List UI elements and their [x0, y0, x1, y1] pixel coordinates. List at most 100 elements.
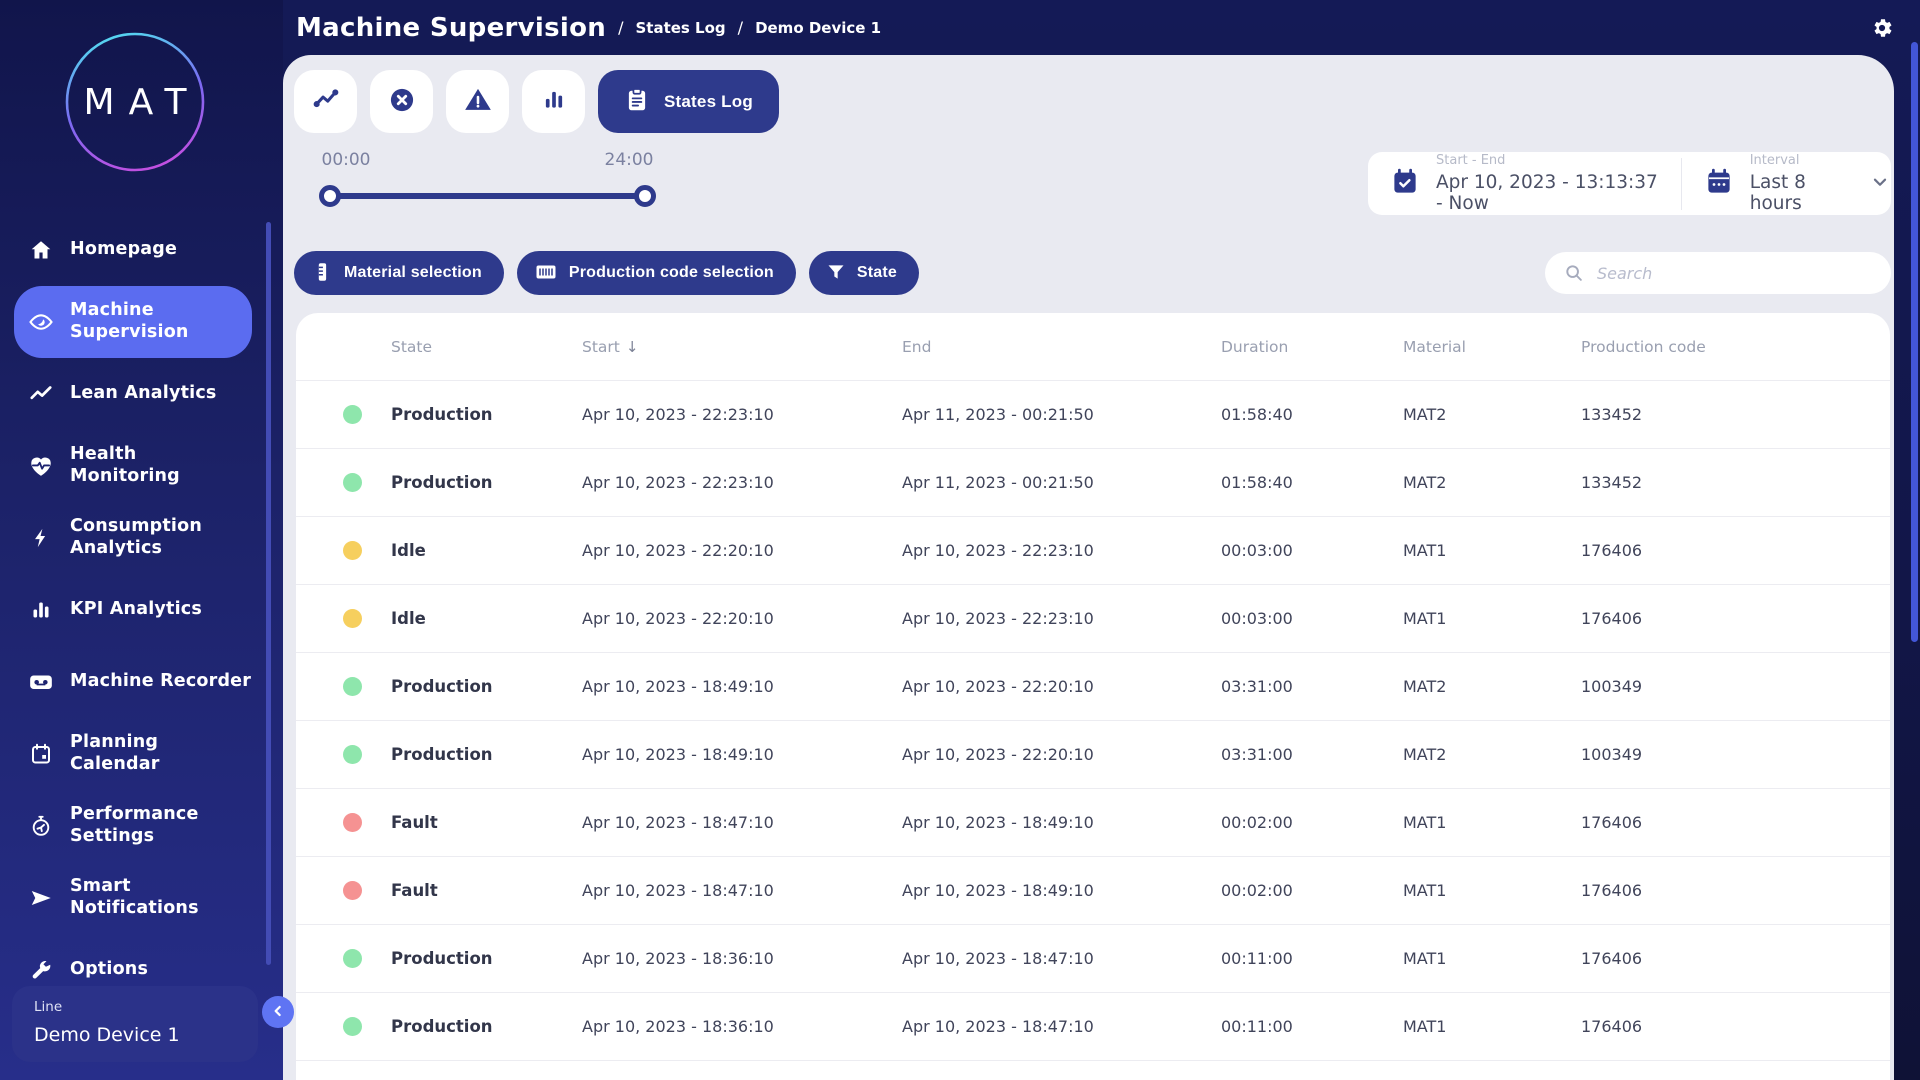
- gear-icon: [1870, 28, 1894, 43]
- device-card-value: Demo Device 1: [34, 1024, 258, 1046]
- cell-state: Idle: [391, 541, 582, 560]
- start-end-picker[interactable]: Start - End Apr 10, 2023 - 13:13:37 - No…: [1368, 153, 1663, 214]
- sidebar-scrollbar[interactable]: [266, 222, 271, 965]
- sidebar-item-homepage[interactable]: Homepage: [14, 214, 252, 286]
- chevron-down-icon: [1869, 171, 1891, 197]
- interval-picker[interactable]: Interval Last 8 hours: [1682, 153, 1891, 214]
- tab-kpi-view[interactable]: [522, 70, 585, 133]
- sidebar-item-consumption-analytics[interactable]: Consumption Analytics: [14, 502, 252, 574]
- sidebar-item-smart-notifications[interactable]: Smart Notifications: [14, 862, 252, 934]
- slider-handle-end[interactable]: [634, 185, 656, 207]
- table-row[interactable]: Production Apr 10, 2023 - 22:23:10 Apr 1…: [296, 449, 1890, 517]
- tab-states-log-label: States Log: [664, 92, 753, 112]
- cell-material: MAT2: [1403, 405, 1581, 424]
- tab-trend-view[interactable]: [294, 70, 357, 133]
- cell-end: Apr 11, 2023 - 00:21:50: [902, 405, 1221, 424]
- sidebar-item-planning-calendar[interactable]: Planning Calendar: [14, 718, 252, 790]
- tab-stops-view[interactable]: [370, 70, 433, 133]
- sidebar-item-label: Homepage: [70, 239, 177, 261]
- cell-start: Apr 10, 2023 - 22:20:10: [582, 609, 902, 628]
- cell-duration: 01:58:40: [1221, 473, 1403, 492]
- cell-code: 176406: [1581, 609, 1890, 628]
- sidebar-item-lean-analytics[interactable]: Lean Analytics: [14, 358, 252, 430]
- material-selection-label: Material selection: [344, 264, 482, 282]
- sidebar-item-machine-supervision[interactable]: Machine Supervision: [14, 286, 252, 358]
- search-input[interactable]: [1545, 252, 1891, 294]
- table-row[interactable]: Idle Apr 10, 2023 - 22:20:10 Apr 10, 202…: [296, 585, 1890, 653]
- table-row[interactable]: Idle Apr 10, 2023 - 22:20:10 Apr 10, 202…: [296, 517, 1890, 585]
- search-box: [1545, 252, 1891, 294]
- slider-start-label: 00:00: [311, 150, 381, 170]
- cell-state: Production: [391, 745, 582, 764]
- column-header-state[interactable]: State: [391, 338, 582, 356]
- sidebar-item-performance-settings[interactable]: Performance Settings: [14, 790, 252, 862]
- slider-handle-start[interactable]: [319, 185, 341, 207]
- table-row[interactable]: Production Apr 10, 2023 - 18:49:10 Apr 1…: [296, 721, 1890, 789]
- sidebar-item-label: Lean Analytics: [70, 383, 217, 405]
- cell-end: Apr 10, 2023 - 18:47:10: [902, 949, 1221, 968]
- table-row[interactable]: Fault Apr 10, 2023 - 18:47:10 Apr 10, 20…: [296, 789, 1890, 857]
- column-header-start[interactable]: Start↓: [582, 338, 902, 356]
- column-header-duration[interactable]: Duration: [1221, 338, 1403, 356]
- sidebar-item-label: Consumption Analytics: [70, 516, 202, 560]
- cell-end: Apr 11, 2023 - 00:21:50: [902, 473, 1221, 492]
- cell-start: Apr 10, 2023 - 18:47:10: [582, 881, 902, 900]
- filter-buttons: Material selection Production code selec…: [294, 251, 919, 295]
- status-dot: [343, 609, 362, 628]
- breadcrumb-separator: /: [738, 18, 743, 37]
- column-header-material[interactable]: Material: [1403, 338, 1581, 356]
- table-body: Production Apr 10, 2023 - 22:23:10 Apr 1…: [296, 381, 1890, 1061]
- cell-duration: 00:02:00: [1221, 881, 1403, 900]
- logo-text: MAT: [55, 22, 215, 182]
- production-code-selection-label: Production code selection: [569, 264, 774, 282]
- bar-chart-icon: [28, 597, 54, 623]
- table-row[interactable]: Production Apr 10, 2023 - 18:49:10 Apr 1…: [296, 653, 1890, 721]
- slider-end-label: 24:00: [594, 150, 664, 170]
- cell-start: Apr 10, 2023 - 22:23:10: [582, 473, 902, 492]
- cell-start: Apr 10, 2023 - 18:49:10: [582, 677, 902, 696]
- tab-alarms-view[interactable]: [446, 70, 509, 133]
- table-row[interactable]: Fault Apr 10, 2023 - 18:47:10 Apr 10, 20…: [296, 857, 1890, 925]
- sidebar-item-label: Planning Calendar: [70, 732, 160, 776]
- state-filter-button[interactable]: State: [809, 251, 919, 295]
- tab-states-log[interactable]: States Log: [598, 70, 779, 133]
- cell-state: Production: [391, 473, 582, 492]
- status-dot: [343, 541, 362, 560]
- sidebar-collapse-button[interactable]: [262, 996, 294, 1028]
- sort-descending-icon: ↓: [626, 338, 639, 356]
- sidebar-item-kpi-analytics[interactable]: KPI Analytics: [14, 574, 252, 646]
- sidebar-item-label: Machine Recorder: [70, 671, 251, 693]
- sidebar-item-label: Options: [70, 959, 148, 981]
- status-dot: [343, 677, 362, 696]
- start-end-value: Apr 10, 2023 - 13:13:37 - Now: [1436, 172, 1663, 214]
- settings-gear-button[interactable]: [1868, 15, 1896, 43]
- page-scrollbar[interactable]: [1911, 42, 1918, 642]
- time-range-slider-track[interactable]: [330, 193, 645, 199]
- production-code-selection-button[interactable]: Production code selection: [517, 251, 796, 295]
- sidebar-item-label: Machine Supervision: [70, 300, 189, 344]
- table-row[interactable]: Production Apr 10, 2023 - 18:36:10 Apr 1…: [296, 925, 1890, 993]
- table-row[interactable]: Production Apr 10, 2023 - 22:23:10 Apr 1…: [296, 381, 1890, 449]
- table-row[interactable]: Production Apr 10, 2023 - 18:36:10 Apr 1…: [296, 993, 1890, 1061]
- column-header-production-code[interactable]: Production code: [1581, 338, 1890, 356]
- device-card[interactable]: Line Demo Device 1: [12, 986, 258, 1062]
- column-header-end[interactable]: End: [902, 338, 1221, 356]
- cell-code: 176406: [1581, 541, 1890, 560]
- cell-duration: 00:03:00: [1221, 541, 1403, 560]
- brand-logo: MAT: [55, 22, 215, 182]
- cell-material: MAT1: [1403, 949, 1581, 968]
- sidebar-item-label: Health Monitoring: [70, 444, 252, 488]
- date-range-card: Start - End Apr 10, 2023 - 13:13:37 - No…: [1368, 152, 1891, 215]
- cell-end: Apr 10, 2023 - 22:20:10: [902, 677, 1221, 696]
- breadcrumb-states-log[interactable]: States Log: [635, 19, 725, 37]
- status-dot: [343, 881, 362, 900]
- cell-duration: 00:11:00: [1221, 1017, 1403, 1036]
- material-selection-button[interactable]: Material selection: [294, 251, 504, 295]
- cell-start: Apr 10, 2023 - 22:20:10: [582, 541, 902, 560]
- sidebar-item-machine-recorder[interactable]: Machine Recorder: [14, 646, 252, 718]
- cell-material: MAT1: [1403, 609, 1581, 628]
- breadcrumb-device[interactable]: Demo Device 1: [755, 19, 881, 37]
- sidebar-item-health-monitoring[interactable]: Health Monitoring: [14, 430, 252, 502]
- trend-icon: [28, 381, 54, 407]
- cell-start: Apr 10, 2023 - 22:23:10: [582, 405, 902, 424]
